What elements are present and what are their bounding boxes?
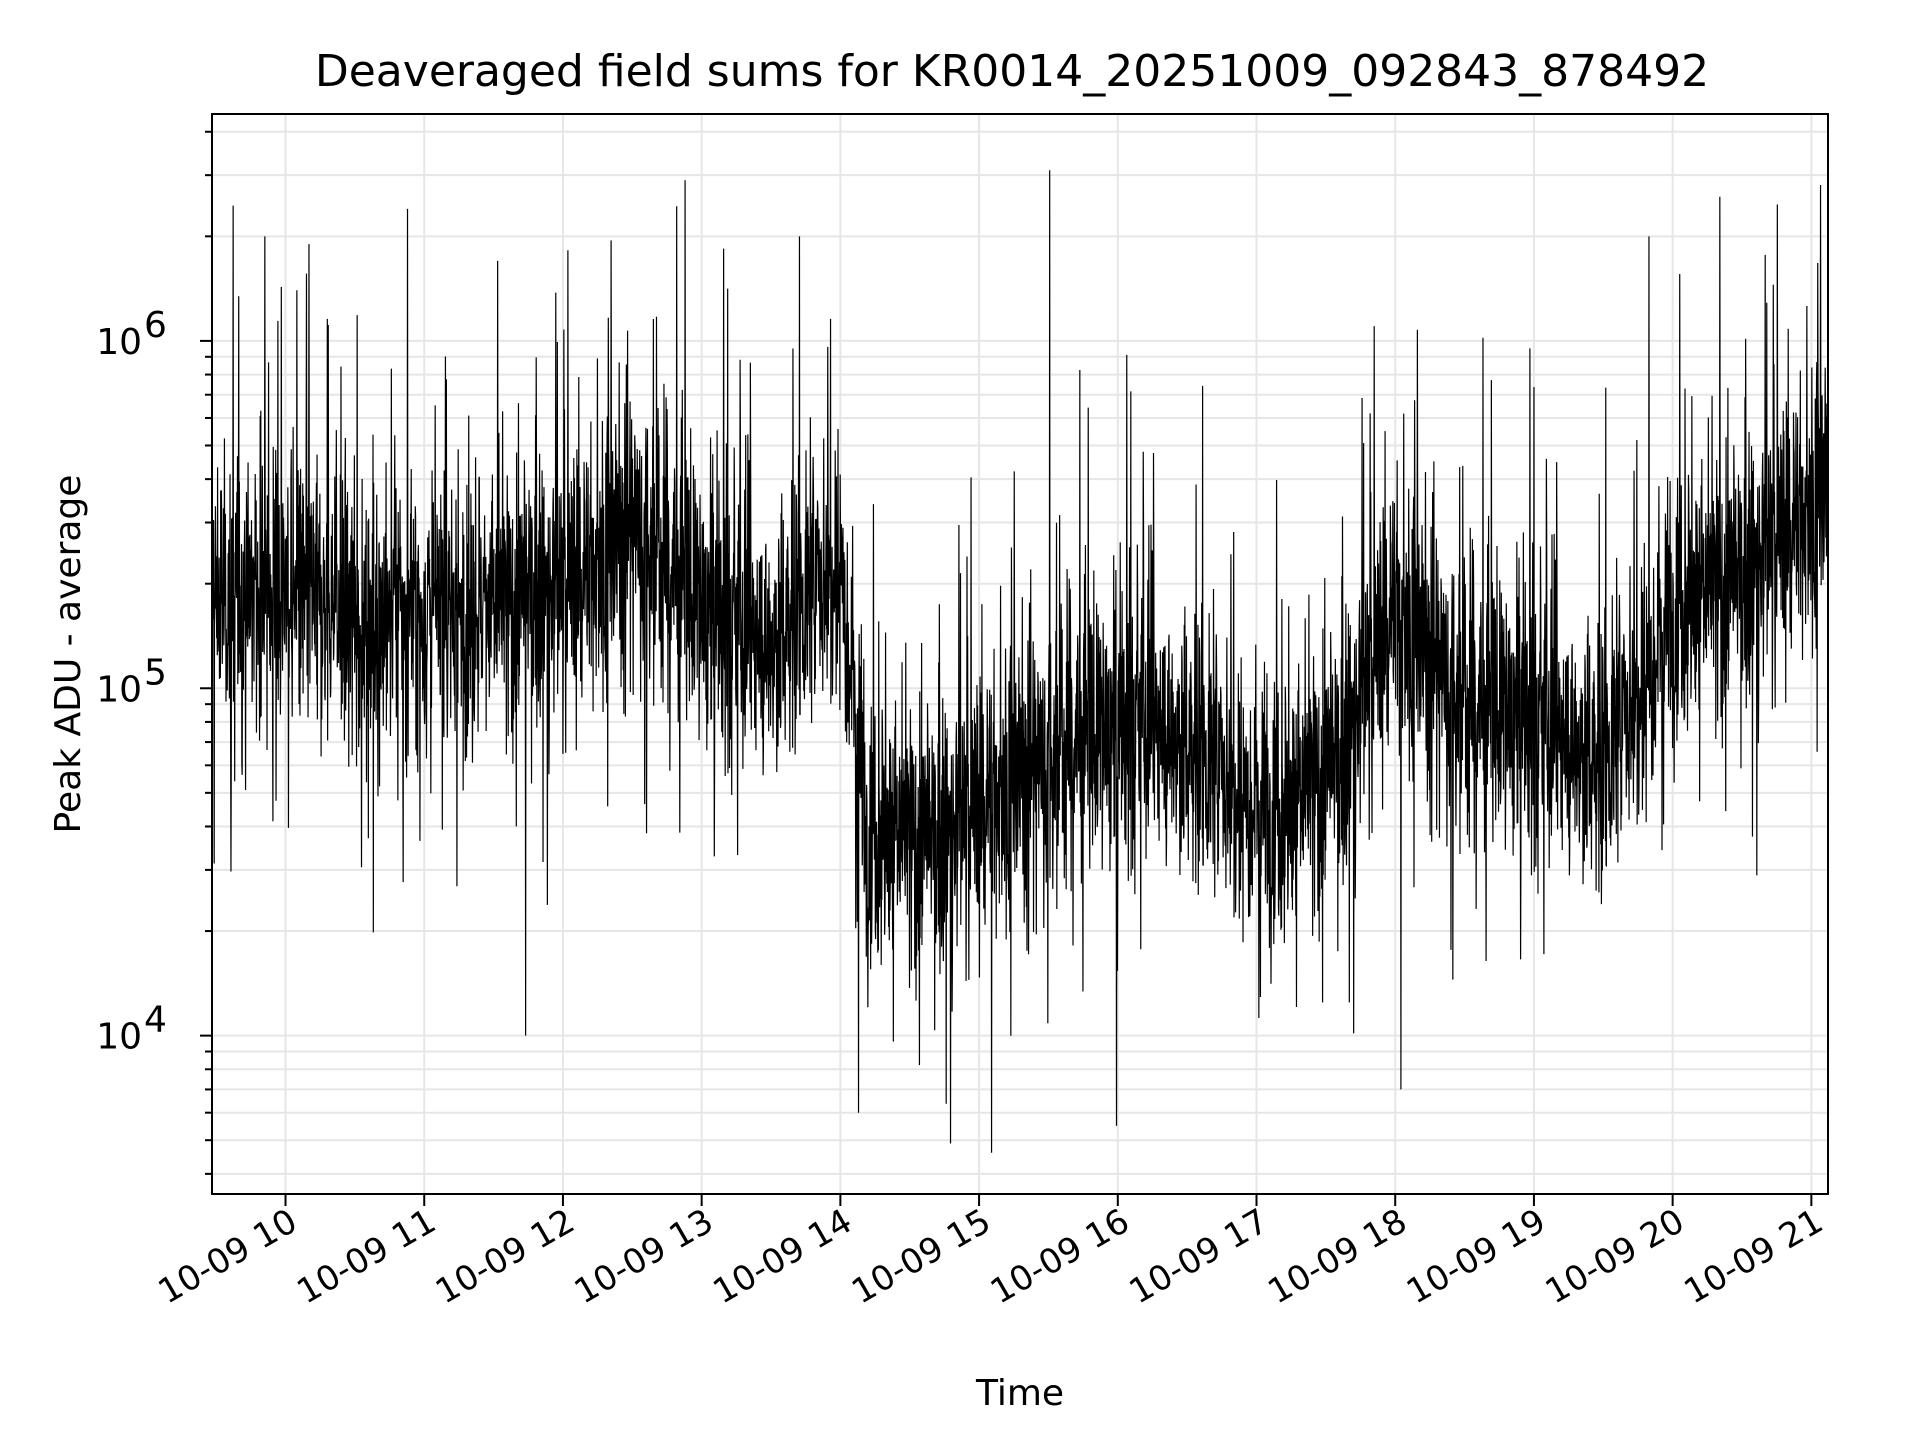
x-axis-label: Time bbox=[975, 1373, 1064, 1414]
y-tick-exponent: 6 bbox=[144, 305, 167, 346]
y-tick-exponent: 4 bbox=[144, 1000, 167, 1041]
y-tick-label: 10 bbox=[96, 322, 142, 363]
series-group bbox=[211, 170, 1829, 1153]
y-tick-label: 10 bbox=[96, 669, 142, 710]
y-tick-exponent: 5 bbox=[144, 652, 167, 693]
chart-title: Deaveraged field sums for KR0014_2025100… bbox=[315, 46, 1709, 97]
series-line bbox=[211, 170, 1829, 1153]
y-axis-label: Peak ADU - average bbox=[48, 475, 89, 834]
plot-frame bbox=[211, 113, 1829, 1195]
y-tick-label: 10 bbox=[96, 1017, 142, 1058]
